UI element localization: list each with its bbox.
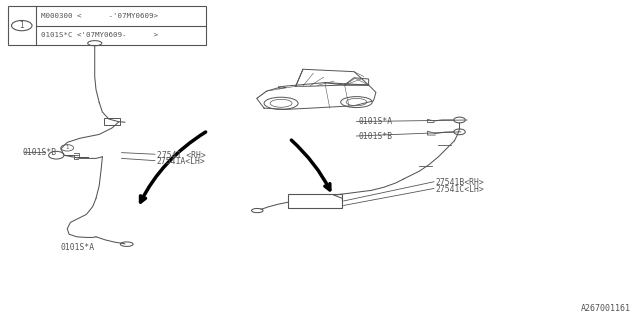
Text: 27541B<RH>: 27541B<RH> xyxy=(435,178,484,187)
Text: 1: 1 xyxy=(19,21,24,30)
Text: 27541 <RH>: 27541 <RH> xyxy=(157,151,205,160)
Text: 0101S*B: 0101S*B xyxy=(22,148,56,156)
Text: 0101S*A: 0101S*A xyxy=(61,244,95,252)
Text: 27541C<LH>: 27541C<LH> xyxy=(435,185,484,194)
FancyBboxPatch shape xyxy=(104,118,120,125)
Text: 0101S*C <'07MY0609-      >: 0101S*C <'07MY0609- > xyxy=(41,32,158,38)
Text: M000300 <      -'07MY0609>: M000300 < -'07MY0609> xyxy=(41,13,158,20)
FancyBboxPatch shape xyxy=(8,6,206,45)
Text: 27541A<LH>: 27541A<LH> xyxy=(157,157,205,166)
Text: 1: 1 xyxy=(65,145,69,150)
Text: 0101S*A: 0101S*A xyxy=(358,117,392,126)
Text: 0101S*B: 0101S*B xyxy=(358,132,392,140)
Text: A267001161: A267001161 xyxy=(580,304,630,313)
FancyBboxPatch shape xyxy=(288,194,342,208)
